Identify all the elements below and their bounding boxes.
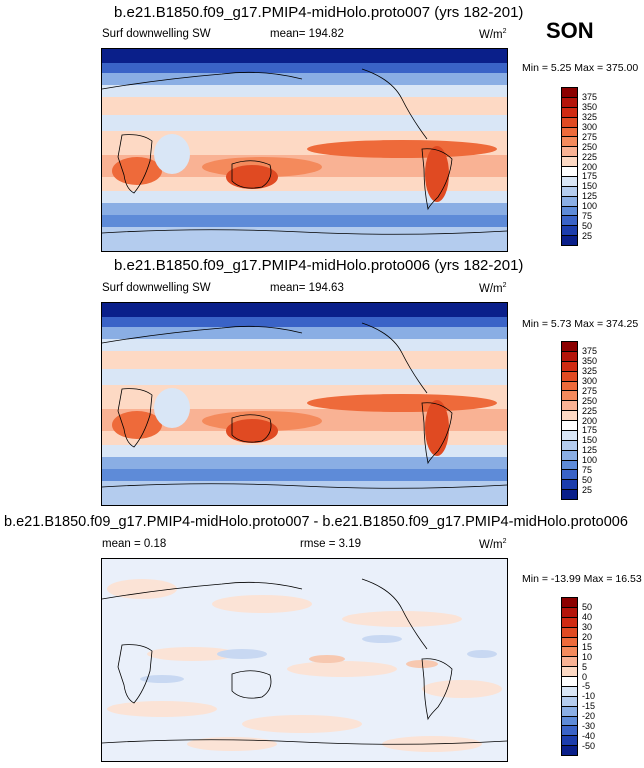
colorbar-tick: 325 (582, 111, 598, 122)
colorbar-tick: 250 (582, 141, 598, 152)
panel2-title: b.e21.B1850.f09_g17.PMIP4-midHolo.proto0… (114, 257, 524, 274)
panel1-units: W/m2 (479, 28, 507, 41)
colorbar-tick: 100 (582, 455, 598, 466)
colorbar-tick: 275 (582, 131, 598, 142)
panel2-map (101, 302, 508, 506)
colorbar-tick: 50 (582, 601, 593, 612)
colorbar-tick: 225 (582, 151, 598, 162)
colorbar-tick: 125 (582, 191, 598, 202)
colorbar-tick: 325 (582, 365, 598, 376)
colorbar-tick: 20 (582, 631, 593, 642)
panel3-map (101, 558, 508, 762)
panel3-minmax: Min = -13.99 Max = 16.53 (522, 573, 642, 585)
colorbar-tick: -30 (582, 721, 596, 732)
colorbar-tick: 275 (582, 385, 598, 396)
panel3-units: W/m2 (479, 538, 507, 551)
panel3-colorbar (561, 597, 578, 756)
panel3-rmse-label: rmse = 3.19 (300, 538, 362, 550)
panel2-units: W/m2 (479, 282, 507, 295)
colorbar-tick: -40 (582, 731, 596, 742)
colorbar-tick: -15 (582, 701, 596, 712)
colorbar-tick: 175 (582, 425, 598, 436)
panel1-variable-label: Surf downwelling SW (102, 28, 211, 40)
colorbar-tick: 175 (582, 171, 598, 182)
colorbar-tick: 375 (582, 345, 598, 356)
panel1-mean-label: mean= 194.82 (270, 28, 344, 40)
colorbar-tick: 200 (582, 415, 598, 426)
colorbar-tick: -50 (582, 741, 596, 752)
colorbar-tick: 10 (582, 651, 593, 662)
season-label: SON (546, 18, 594, 43)
colorbar-tick: 25 (582, 231, 593, 242)
colorbar-tick: 250 (582, 395, 598, 406)
colorbar-tick: 200 (582, 161, 598, 172)
colorbar-tick: 30 (582, 621, 593, 632)
colorbar-tick: 375 (582, 91, 598, 102)
colorbar-tick: 300 (582, 375, 598, 386)
panel2-mean-label: mean= 194.63 (270, 282, 344, 294)
panel1-colorbar (561, 87, 578, 246)
colorbar-tick: 15 (582, 641, 593, 652)
colorbar-tick: 150 (582, 181, 598, 192)
colorbar-tick: -5 (582, 681, 591, 692)
colorbar-tick: 350 (582, 101, 598, 112)
panel1-title: b.e21.B1850.f09_g17.PMIP4-midHolo.proto0… (114, 4, 524, 21)
panel1-minmax: Min = 5.25 Max = 375.00 (522, 62, 639, 74)
colorbar-tick: 125 (582, 445, 598, 456)
colorbar-tick: 50 (582, 221, 593, 232)
colorbar-tick: 5 (582, 661, 588, 672)
panel2-variable-label: Surf downwelling SW (102, 282, 211, 294)
colorbar-tick: 40 (582, 611, 593, 622)
colorbar-tick: 225 (582, 405, 598, 416)
colorbar-tick: 50 (582, 475, 593, 486)
colorbar-tick: 75 (582, 465, 593, 476)
panel3-title: b.e21.B1850.f09_g17.PMIP4-midHolo.proto0… (4, 514, 628, 530)
colorbar-tick: -10 (582, 691, 596, 702)
panel1-map (101, 48, 508, 252)
colorbar-tick: 150 (582, 435, 598, 446)
colorbar-tick: 0 (582, 671, 588, 682)
panel2-minmax: Min = 5.73 Max = 374.25 (522, 318, 639, 330)
colorbar-tick: 25 (582, 485, 593, 496)
colorbar-tick: 350 (582, 355, 598, 366)
colorbar-tick: 75 (582, 211, 593, 222)
colorbar-tick: -20 (582, 711, 596, 722)
panel2-colorbar (561, 341, 578, 500)
panel3-mean-label: mean = 0.18 (102, 538, 167, 550)
colorbar-tick: 100 (582, 201, 598, 212)
colorbar-tick: 300 (582, 121, 598, 132)
